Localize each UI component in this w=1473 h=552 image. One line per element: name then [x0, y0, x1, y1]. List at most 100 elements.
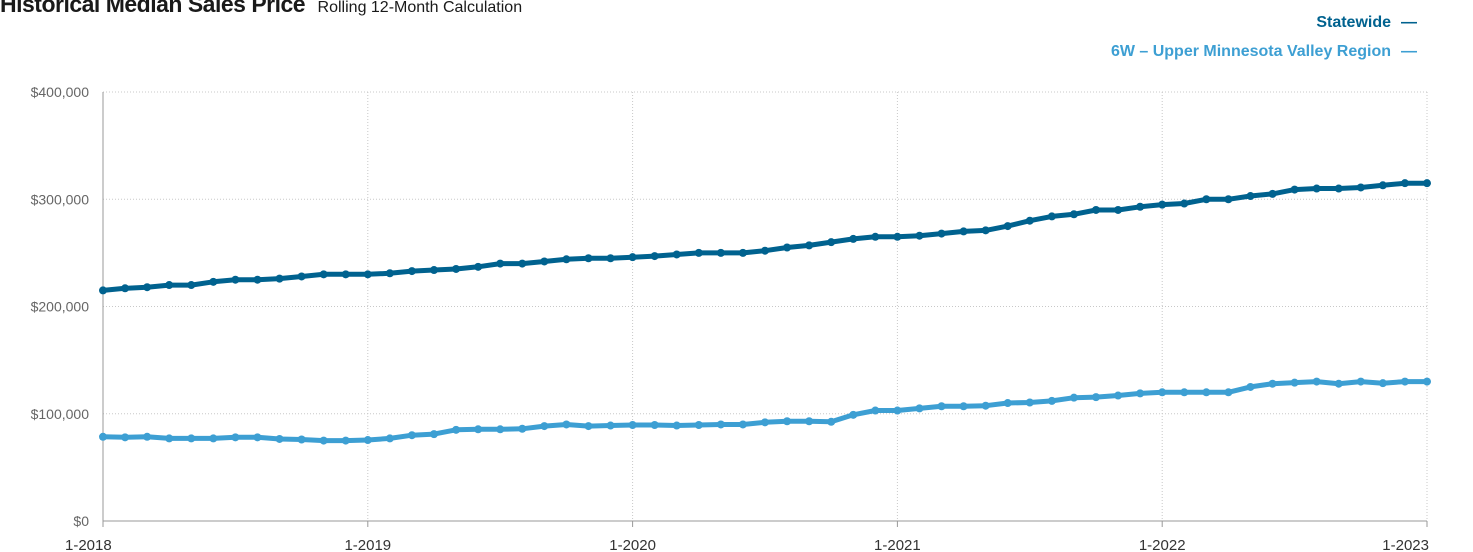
data-point-region[interactable]: [606, 421, 615, 430]
data-point-statewide[interactable]: [1246, 192, 1255, 201]
data-point-statewide[interactable]: [584, 254, 593, 263]
data-point-region[interactable]: [99, 432, 107, 441]
data-point-statewide[interactable]: [650, 252, 659, 261]
data-point-statewide[interactable]: [540, 257, 549, 266]
data-point-region[interactable]: [584, 422, 593, 431]
data-point-statewide[interactable]: [363, 270, 372, 279]
data-point-statewide[interactable]: [827, 238, 836, 247]
data-point-region[interactable]: [452, 425, 461, 434]
data-point-region[interactable]: [143, 432, 152, 441]
data-point-region[interactable]: [319, 436, 328, 445]
data-point-statewide[interactable]: [1268, 189, 1277, 198]
data-point-region[interactable]: [805, 417, 814, 426]
data-point-statewide[interactable]: [143, 283, 152, 292]
data-point-region[interactable]: [1334, 379, 1343, 388]
data-point-statewide[interactable]: [1312, 184, 1321, 193]
data-point-region[interactable]: [871, 406, 880, 415]
data-point-statewide[interactable]: [738, 248, 747, 257]
data-point-statewide[interactable]: [849, 234, 858, 243]
data-point-statewide[interactable]: [1356, 183, 1365, 192]
data-point-region[interactable]: [165, 434, 174, 443]
data-point-statewide[interactable]: [1224, 195, 1233, 204]
legend-item-region[interactable]: 6W – Upper Minnesota Valley Region —: [1111, 37, 1417, 66]
data-point-region[interactable]: [672, 421, 681, 430]
data-point-region[interactable]: [981, 401, 990, 410]
data-point-region[interactable]: [385, 434, 394, 443]
data-point-statewide[interactable]: [430, 266, 438, 275]
data-point-statewide[interactable]: [253, 275, 262, 284]
data-point-region[interactable]: [628, 421, 637, 430]
data-point-statewide[interactable]: [1423, 179, 1431, 188]
data-point-region[interactable]: [893, 406, 902, 415]
data-point-statewide[interactable]: [99, 286, 107, 295]
data-point-region[interactable]: [783, 417, 792, 426]
data-point-region[interactable]: [187, 434, 196, 443]
data-point-region[interactable]: [253, 433, 262, 442]
data-point-statewide[interactable]: [871, 232, 880, 241]
data-point-region[interactable]: [1378, 379, 1387, 388]
data-point-statewide[interactable]: [761, 246, 769, 255]
data-point-statewide[interactable]: [1202, 195, 1211, 204]
data-point-statewide[interactable]: [1334, 184, 1343, 193]
data-point-statewide[interactable]: [783, 243, 792, 252]
data-point-statewide[interactable]: [518, 259, 527, 268]
data-point-region[interactable]: [540, 422, 549, 431]
data-point-region[interactable]: [1246, 382, 1255, 391]
data-point-region[interactable]: [1069, 393, 1078, 402]
data-point-region[interactable]: [1268, 379, 1277, 388]
data-point-statewide[interactable]: [959, 227, 968, 236]
data-point-statewide[interactable]: [496, 259, 505, 268]
data-point-statewide[interactable]: [209, 277, 218, 286]
data-point-statewide[interactable]: [385, 269, 394, 278]
data-point-statewide[interactable]: [606, 254, 615, 263]
data-point-region[interactable]: [716, 420, 725, 429]
data-point-region[interactable]: [496, 425, 505, 434]
data-point-region[interactable]: [430, 430, 438, 439]
data-point-statewide[interactable]: [937, 229, 946, 238]
data-point-statewide[interactable]: [319, 270, 328, 279]
data-point-region[interactable]: [1290, 378, 1299, 387]
data-point-region[interactable]: [1047, 396, 1056, 405]
data-point-region[interactable]: [1003, 399, 1012, 408]
data-point-statewide[interactable]: [1092, 205, 1100, 214]
data-point-region[interactable]: [231, 433, 240, 442]
data-point-region[interactable]: [827, 417, 836, 426]
data-point-region[interactable]: [341, 436, 350, 445]
data-point-statewide[interactable]: [275, 274, 284, 283]
data-point-region[interactable]: [407, 431, 416, 440]
data-point-statewide[interactable]: [231, 275, 240, 284]
data-point-region[interactable]: [363, 436, 372, 445]
data-point-region[interactable]: [1180, 388, 1189, 397]
data-point-region[interactable]: [121, 433, 130, 442]
data-point-region[interactable]: [1136, 389, 1145, 398]
data-point-statewide[interactable]: [187, 281, 196, 290]
data-point-statewide[interactable]: [1069, 210, 1078, 219]
data-point-statewide[interactable]: [716, 248, 725, 257]
data-point-region[interactable]: [1092, 393, 1100, 402]
data-point-statewide[interactable]: [341, 270, 350, 279]
data-point-region[interactable]: [738, 420, 747, 429]
data-point-statewide[interactable]: [1290, 185, 1299, 194]
data-point-region[interactable]: [915, 404, 924, 413]
data-point-region[interactable]: [1025, 398, 1034, 407]
data-point-statewide[interactable]: [165, 281, 174, 290]
data-point-statewide[interactable]: [297, 272, 306, 281]
data-point-region[interactable]: [1423, 377, 1431, 386]
data-point-statewide[interactable]: [1047, 212, 1056, 221]
data-point-region[interactable]: [518, 424, 527, 433]
data-point-region[interactable]: [1114, 391, 1123, 400]
data-point-statewide[interactable]: [981, 226, 990, 235]
data-point-statewide[interactable]: [562, 255, 571, 264]
data-point-statewide[interactable]: [1180, 199, 1189, 208]
data-point-statewide[interactable]: [1378, 181, 1387, 190]
data-point-statewide[interactable]: [628, 253, 637, 262]
data-point-statewide[interactable]: [407, 267, 416, 276]
data-point-statewide[interactable]: [1025, 216, 1034, 225]
data-point-statewide[interactable]: [672, 250, 681, 259]
legend-item-statewide[interactable]: Statewide —: [1111, 8, 1417, 37]
data-point-region[interactable]: [1356, 377, 1365, 386]
data-point-region[interactable]: [1224, 388, 1233, 397]
data-point-statewide[interactable]: [1158, 200, 1167, 209]
data-point-statewide[interactable]: [1003, 222, 1012, 231]
data-point-statewide[interactable]: [452, 264, 461, 273]
